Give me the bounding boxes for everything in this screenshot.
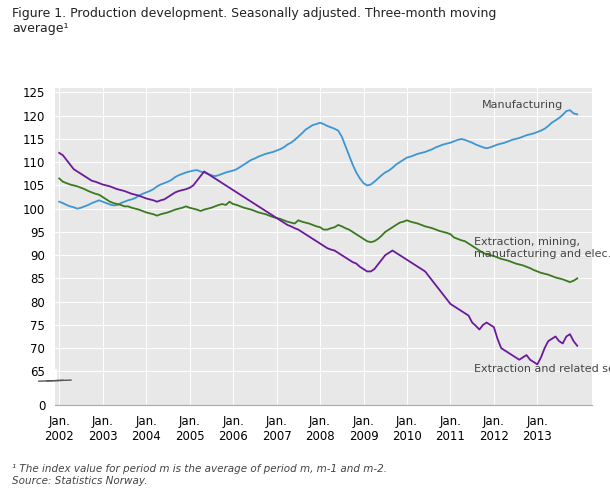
Text: Extraction and related services: Extraction and related services <box>475 364 610 374</box>
Text: Manufacturing: Manufacturing <box>482 100 564 110</box>
Text: ¹ The index value for period m is the average of period m, m-1 and m-2.
Source: : ¹ The index value for period m is the av… <box>12 464 387 486</box>
Text: Figure 1. Production development. Seasonally adjusted. Three-month moving
averag: Figure 1. Production development. Season… <box>12 7 497 35</box>
Text: Extraction, mining,
manufacturing and elec.: Extraction, mining, manufacturing and el… <box>475 237 610 259</box>
